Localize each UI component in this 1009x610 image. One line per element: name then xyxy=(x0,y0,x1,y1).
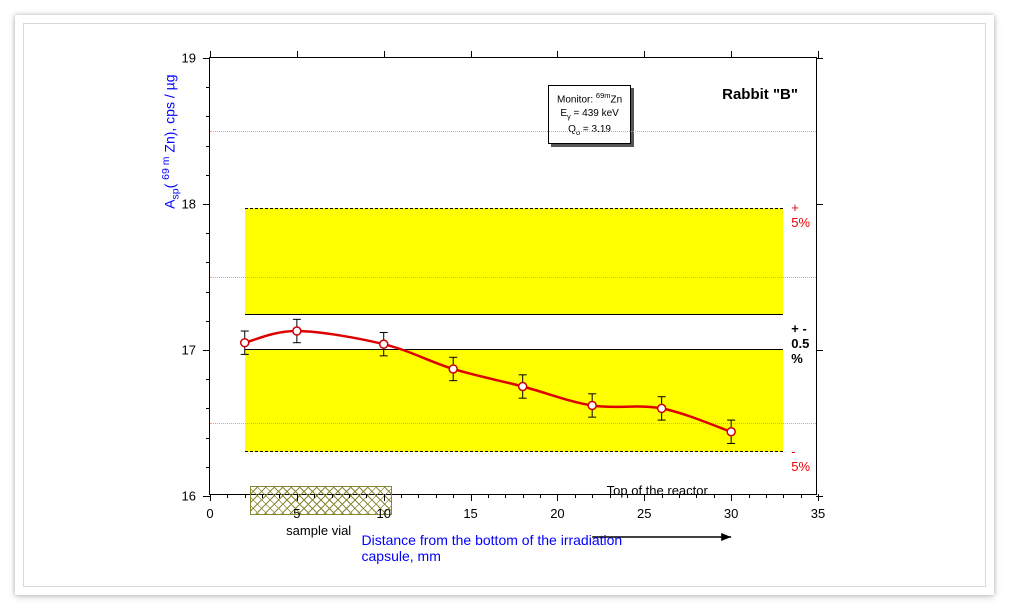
x-minor-tick xyxy=(679,494,680,498)
x-tick-label: 35 xyxy=(811,506,825,521)
y-tick-right xyxy=(816,58,823,59)
x-minor-tick xyxy=(749,494,750,498)
x-axis-title: Distance from the bottom of the irradiat… xyxy=(362,532,665,564)
x-tick-label: 20 xyxy=(550,506,564,521)
y-tick-label: 17 xyxy=(182,343,196,358)
x-minor-tick xyxy=(349,494,350,498)
x-tick xyxy=(384,494,385,501)
y-tick-label: 19 xyxy=(182,51,196,66)
x-tick-label: 5 xyxy=(293,506,300,521)
x-minor-tick xyxy=(332,494,333,498)
x-tick-label: 30 xyxy=(724,506,738,521)
x-tick-label: 0 xyxy=(206,506,213,521)
x-minor-tick xyxy=(227,494,228,498)
y-tick xyxy=(203,58,210,59)
x-tick-top xyxy=(731,51,732,58)
x-tick-top xyxy=(471,51,472,58)
x-minor-tick xyxy=(592,494,593,498)
y-tick-label: 16 xyxy=(182,489,196,504)
y-tick-right xyxy=(816,350,823,351)
plot-area: Monitor: 69mZn Eγ = 439 keV Qo = 3.19 Ra… xyxy=(209,57,817,495)
x-tick xyxy=(557,494,558,501)
x-tick-label: 10 xyxy=(376,506,390,521)
x-tick xyxy=(297,494,298,501)
x-minor-tick xyxy=(801,494,802,498)
y-tick xyxy=(203,350,210,351)
x-tick xyxy=(210,494,211,501)
x-minor-tick xyxy=(714,494,715,498)
x-tick-top xyxy=(210,51,211,58)
x-minor-tick xyxy=(575,494,576,498)
x-minor-tick xyxy=(766,494,767,498)
x-tick-top xyxy=(384,51,385,58)
x-minor-tick xyxy=(436,494,437,498)
x-minor-tick xyxy=(314,494,315,498)
x-minor-tick xyxy=(523,494,524,498)
x-tick-label: 15 xyxy=(463,506,477,521)
outer-frame: Monitor: 69mZn Eγ = 439 keV Qo = 3.19 Ra… xyxy=(15,15,994,595)
y-tick xyxy=(203,204,210,205)
x-tick-top xyxy=(557,51,558,58)
x-minor-tick xyxy=(366,494,367,498)
y-tick-right xyxy=(816,496,823,497)
x-tick-top xyxy=(297,51,298,58)
x-minor-tick xyxy=(453,494,454,498)
x-minor-tick xyxy=(488,494,489,498)
x-minor-tick xyxy=(627,494,628,498)
x-tick xyxy=(731,494,732,501)
x-minor-tick xyxy=(540,494,541,498)
y-axis-title: Asp( 69 m Zn), cps / µg xyxy=(160,75,181,209)
x-minor-tick xyxy=(696,494,697,498)
x-tick-top xyxy=(644,51,645,58)
y-tick-label: 18 xyxy=(182,197,196,212)
inner-frame: Monitor: 69mZn Eγ = 439 keV Qo = 3.19 Ra… xyxy=(23,23,986,587)
x-minor-tick xyxy=(279,494,280,498)
x-tick-top xyxy=(818,51,819,58)
x-minor-tick xyxy=(262,494,263,498)
x-minor-tick xyxy=(418,494,419,498)
y-tick xyxy=(203,496,210,497)
x-minor-tick xyxy=(662,494,663,498)
x-minor-tick xyxy=(610,494,611,498)
data-curve xyxy=(210,58,816,494)
x-minor-tick xyxy=(505,494,506,498)
x-minor-tick xyxy=(245,494,246,498)
x-minor-tick xyxy=(783,494,784,498)
x-tick xyxy=(644,494,645,501)
y-tick-right xyxy=(816,204,823,205)
x-minor-tick xyxy=(401,494,402,498)
x-tick xyxy=(471,494,472,501)
x-tick-label: 25 xyxy=(637,506,651,521)
